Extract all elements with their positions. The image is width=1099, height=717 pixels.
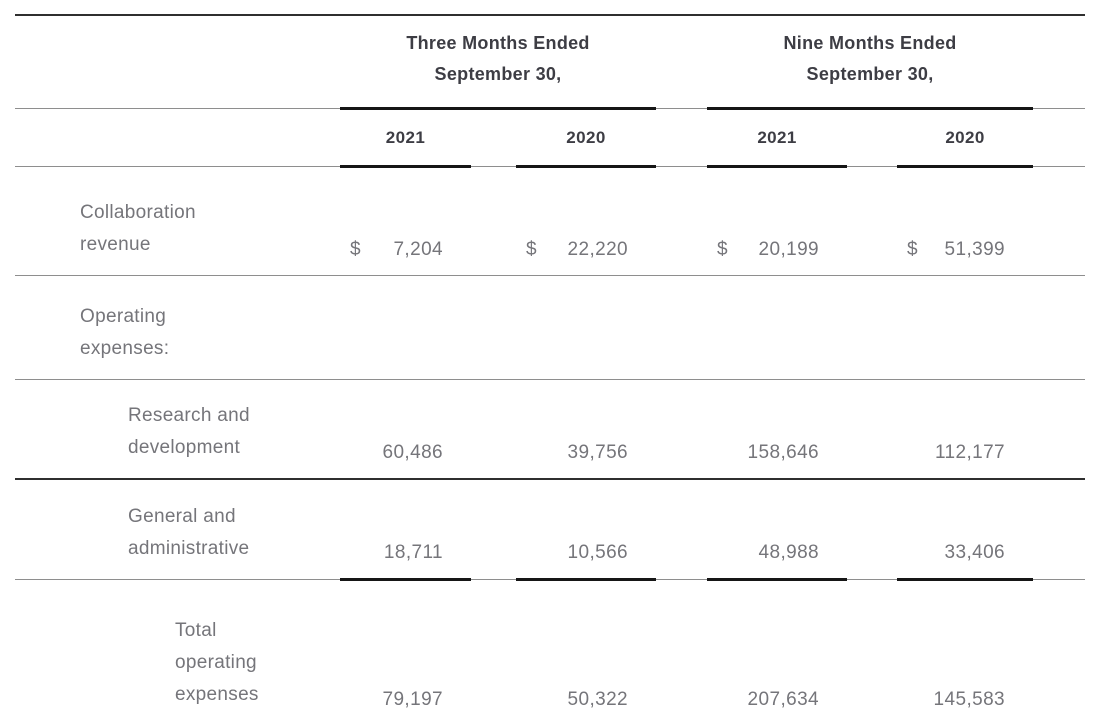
period-group-header-row: Three Months Ended September 30, Nine Mo… xyxy=(15,14,1086,110)
value-cell xyxy=(897,275,1034,380)
gap-cell xyxy=(471,108,516,167)
currency-symbol: $ xyxy=(350,239,361,260)
row-label: General and administrative xyxy=(15,479,340,580)
end-pad-cell xyxy=(1033,479,1086,580)
value-cell: 112,177 xyxy=(897,379,1034,480)
year-col-2: 2020 xyxy=(516,108,657,168)
gap-cell xyxy=(471,579,516,717)
year-header-row: 2021 2020 2021 2020 xyxy=(15,108,1086,168)
gap-cell xyxy=(847,275,898,380)
row-label-text: Research and development xyxy=(128,405,250,459)
end-pad-cell xyxy=(1033,275,1086,380)
year-col-3: 2021 xyxy=(707,108,848,168)
value-cell: 145,583 xyxy=(897,579,1034,717)
operations-statement-table: Three Months Ended September 30, Nine Mo… xyxy=(15,14,1086,717)
group-title-line2: September 30, xyxy=(806,63,934,84)
value-cell xyxy=(340,275,471,380)
value-cell: 39,756 xyxy=(516,379,657,480)
value-cell: 33,406 xyxy=(897,479,1034,581)
value-cell xyxy=(707,275,848,380)
gap-cell xyxy=(471,275,516,380)
currency-symbol: $ xyxy=(526,239,537,260)
row-label: Collaboration revenue xyxy=(15,166,340,276)
gap-cell xyxy=(656,479,708,580)
gap-cell xyxy=(847,479,898,580)
value-cell: $7,204 xyxy=(340,166,471,276)
end-pad-cell xyxy=(1033,579,1086,717)
row-label: Total operating expenses xyxy=(15,579,340,717)
gap-cell xyxy=(656,108,708,167)
gap-cell xyxy=(471,379,516,480)
gap-cell xyxy=(847,108,898,167)
row-label: Research and development xyxy=(15,379,340,480)
group-title-line2: September 30, xyxy=(434,63,562,84)
table-row-operating-expenses-header: Operating expenses: xyxy=(15,275,1086,380)
value-text: 7,204 xyxy=(393,239,443,260)
row-label-text: General and administrative xyxy=(128,506,250,560)
value-cell: 48,988 xyxy=(707,479,848,581)
gap-cell xyxy=(471,479,516,580)
group-title-line1: Three Months Ended xyxy=(406,32,590,53)
value-text: 20,199 xyxy=(758,239,820,260)
gap-cell xyxy=(847,579,898,717)
row-label-text: Total operating expenses xyxy=(175,620,259,706)
group-gap-cell xyxy=(656,14,708,109)
year-col-1: 2021 xyxy=(340,108,471,168)
row-label: Operating expenses: xyxy=(15,275,340,380)
corner-cell xyxy=(15,108,340,167)
value-cell: 158,646 xyxy=(707,379,848,480)
gap-cell xyxy=(471,166,516,276)
group-title-line1: Nine Months Ended xyxy=(783,32,957,53)
group-header-three-months: Three Months Ended September 30, xyxy=(340,14,657,110)
value-text: 22,220 xyxy=(567,239,629,260)
value-cell: 60,486 xyxy=(340,379,471,480)
gap-cell xyxy=(656,379,708,480)
value-cell: 50,322 xyxy=(516,579,657,717)
end-pad-cell xyxy=(1033,379,1086,480)
gap-cell xyxy=(656,166,708,276)
table-row-general-administrative: General and administrative 18,711 10,566… xyxy=(15,479,1086,581)
value-text: 51,399 xyxy=(944,239,1006,260)
value-cell xyxy=(516,275,657,380)
value-cell: 18,711 xyxy=(340,479,471,581)
currency-symbol: $ xyxy=(717,239,728,260)
currency-symbol: $ xyxy=(907,239,918,260)
value-cell: 79,197 xyxy=(340,579,471,717)
gap-cell xyxy=(656,579,708,717)
table-row-research-development: Research and development 60,486 39,756 1… xyxy=(15,379,1086,480)
end-pad-cell xyxy=(1033,108,1086,167)
value-cell: 207,634 xyxy=(707,579,848,717)
value-cell: $22,220 xyxy=(516,166,657,276)
gap-cell xyxy=(847,379,898,480)
end-pad-cell xyxy=(1033,14,1086,109)
value-cell: $20,199 xyxy=(707,166,848,276)
value-cell: 10,566 xyxy=(516,479,657,581)
row-label-text: Operating expenses: xyxy=(80,306,170,360)
group-header-nine-months: Nine Months Ended September 30, xyxy=(707,14,1034,110)
gap-cell xyxy=(847,166,898,276)
value-cell: $51,399 xyxy=(897,166,1034,276)
row-label-text: Collaboration revenue xyxy=(80,202,196,256)
table-row-collaboration-revenue: Collaboration revenue $7,204 $22,220 $20… xyxy=(15,166,1086,276)
table-row-total-operating-expenses: Total operating expenses 79,197 50,322 2… xyxy=(15,579,1086,717)
year-col-4: 2020 xyxy=(897,108,1034,168)
corner-cell xyxy=(15,14,340,109)
gap-cell xyxy=(656,275,708,380)
end-pad-cell xyxy=(1033,166,1086,276)
